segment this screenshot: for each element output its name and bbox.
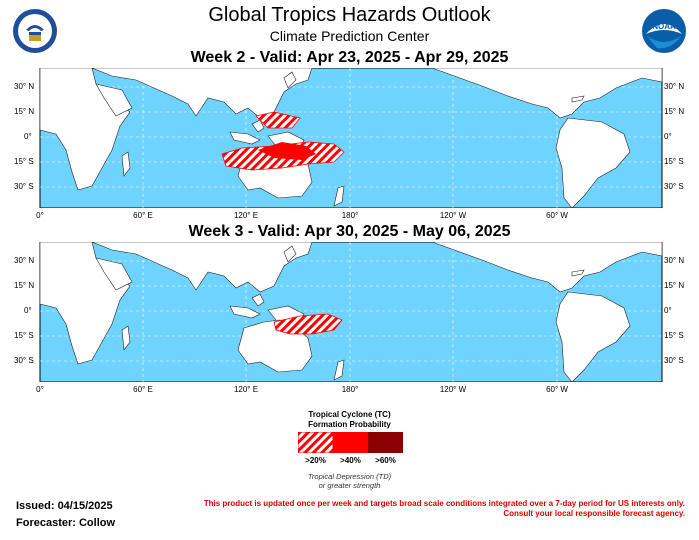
- lat-label: 30° N: [14, 256, 35, 265]
- lon-label: 0°: [36, 385, 44, 394]
- lat-label: 30° N: [664, 256, 685, 265]
- noaa-logo: NOAA: [641, 8, 687, 54]
- lat-label: 15° S: [664, 331, 684, 340]
- page-title: Global Tropics Hazards Outlook: [208, 4, 491, 26]
- landmasses: [39, 241, 663, 383]
- hazard-tc-20-coral-sea: [273, 313, 343, 335]
- lon-label: 120° E: [233, 211, 259, 220]
- disclaimer-line1: This product is updated once per week an…: [203, 499, 685, 508]
- lat-label: 30° N: [664, 82, 685, 91]
- forecaster-name: Forecaster: Collow: [16, 517, 116, 529]
- legend-title-line2: Formation Probability: [308, 420, 391, 429]
- week3-title: Week 3 - Valid: Apr 30, 2025 - May 06, 2…: [188, 223, 511, 240]
- lon-label: 120° W: [439, 385, 467, 394]
- lat-label: 30° N: [14, 82, 35, 91]
- issued-date: Issued: 04/15/2025: [16, 500, 113, 512]
- svg-text:NOAA: NOAA: [652, 22, 676, 31]
- lon-label: 60° E: [133, 385, 153, 394]
- lat-label: 15° S: [14, 157, 34, 166]
- lon-label: 60° E: [133, 211, 153, 220]
- lon-label: 60° W: [546, 385, 568, 394]
- lat-label: 30° S: [14, 356, 34, 365]
- lon-label: 180°: [341, 385, 359, 394]
- lat-label: 15° N: [664, 107, 685, 116]
- legend-label-40: >40%: [340, 456, 361, 465]
- lat-label: 30° S: [14, 182, 34, 191]
- lat-label: 0°: [24, 132, 32, 141]
- lat-label: 30° S: [664, 182, 684, 191]
- week2-map: 30° N 15° N 0° 15° S 30° S 30° N 15° N 0…: [12, 67, 688, 209]
- week2-title: Week 2 - Valid: Apr 23, 2025 - Apr 29, 2…: [190, 49, 509, 66]
- legend-swatch-40: [333, 432, 368, 453]
- lon-label: 120° W: [439, 211, 467, 220]
- lon-label: 180°: [341, 211, 359, 220]
- legend-swatch-20: [298, 432, 333, 453]
- lon-label: 0°: [36, 211, 44, 220]
- lat-label: 15° N: [664, 281, 685, 290]
- hazard-tc-20-west-pacific: [255, 111, 301, 129]
- lat-label: 15° S: [664, 157, 684, 166]
- commerce-seal-logo: [12, 8, 58, 54]
- legend-note-line1: Tropical Depression (TD): [307, 472, 392, 481]
- lon-label: 60° W: [546, 211, 568, 220]
- lat-label: 15° N: [14, 107, 35, 116]
- lat-label: 0°: [664, 306, 672, 315]
- lon-label: 120° E: [233, 385, 259, 394]
- hazard-tc-40-australia: [258, 142, 316, 160]
- legend-label-60: >60%: [375, 456, 396, 465]
- lat-label: 30° S: [664, 356, 684, 365]
- legend-swatch-60: [368, 432, 403, 453]
- lat-label: 15° S: [14, 331, 34, 340]
- legend-label-20: >20%: [305, 456, 326, 465]
- lat-label: 15° N: [14, 281, 35, 290]
- legend-note-line2: or greater strength: [318, 481, 381, 490]
- legend-title-line1: Tropical Cyclone (TC): [308, 410, 391, 419]
- disclaimer-line2: Consult your local responsible forecast …: [503, 509, 685, 518]
- week3-map: 30° N 15° N 0° 15° S 30° S 30° N 15° N 0…: [12, 241, 688, 383]
- page-subtitle: Climate Prediction Center: [269, 28, 430, 44]
- lat-label: 0°: [24, 306, 32, 315]
- lat-label: 0°: [664, 132, 672, 141]
